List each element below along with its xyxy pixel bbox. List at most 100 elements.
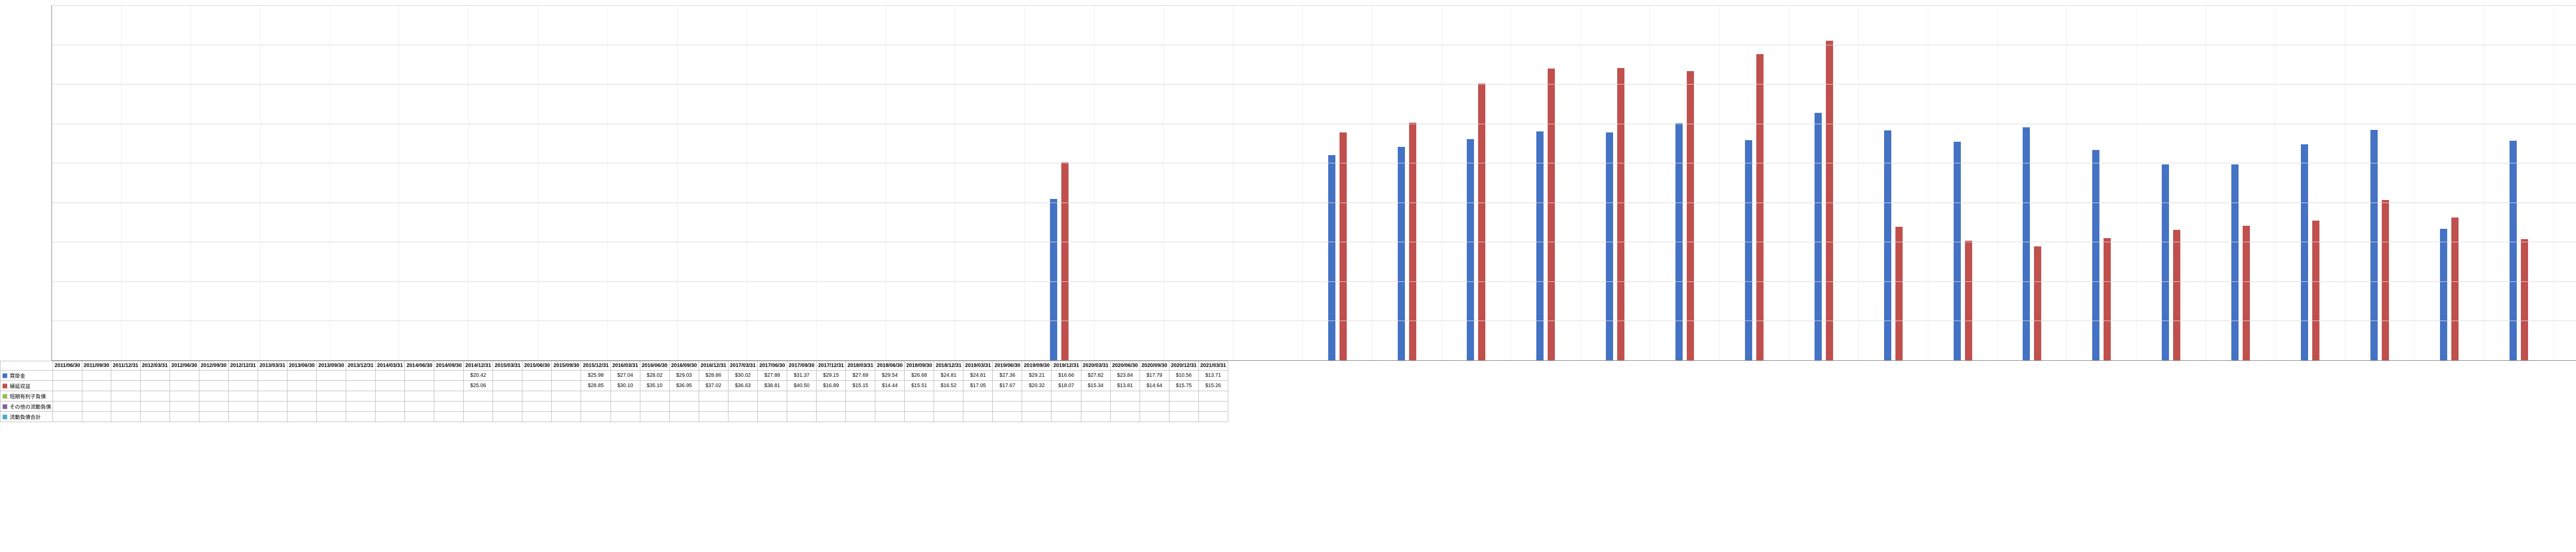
- table-cell: [1022, 391, 1052, 402]
- table-cell: $20.42: [464, 371, 493, 381]
- table-date-header: 2016/12/31: [699, 361, 728, 371]
- table-date-header: 2014/06/30: [405, 361, 434, 371]
- chart-bar: [2173, 230, 2180, 360]
- table-cell: [111, 391, 141, 402]
- gridline: [52, 5, 2576, 6]
- table-cell: [316, 412, 346, 422]
- chart-period-column: [538, 5, 608, 360]
- gridline: [52, 281, 2576, 282]
- table-cell: [728, 412, 757, 422]
- table-cell: [816, 402, 845, 412]
- chart-period-column: [122, 5, 191, 360]
- table-cell: [376, 371, 405, 381]
- table-date-header: 2013/12/31: [346, 361, 375, 371]
- table-cell: $28.86: [699, 371, 728, 381]
- table-cell: [464, 391, 493, 402]
- table-cell: [611, 412, 640, 422]
- table-cell: [846, 402, 875, 412]
- table-cell: [846, 391, 875, 402]
- table-cell: $16.66: [1052, 371, 1081, 381]
- table-date-header: 2021/03/31: [1198, 361, 1228, 371]
- table-cell: [493, 371, 522, 381]
- table-date-header: 2017/03/31: [728, 361, 757, 371]
- table-cell: [111, 371, 141, 381]
- table-date-header: 2016/09/30: [669, 361, 699, 371]
- table-cell: $40.50: [787, 381, 816, 391]
- table-cell: $31.37: [787, 371, 816, 381]
- table-cell: [140, 381, 170, 391]
- table-date-header: 2015/12/31: [581, 361, 611, 371]
- table-cell: [1081, 402, 1110, 412]
- table-date-header: 2020/03/31: [1081, 361, 1110, 371]
- table-cell: [140, 391, 170, 402]
- table-cell: [963, 391, 993, 402]
- table-cell: $10.56: [1169, 371, 1198, 381]
- table-cell: [1169, 402, 1198, 412]
- table-cell: [522, 412, 552, 422]
- table-cell: [170, 381, 199, 391]
- table-cell: [111, 402, 141, 412]
- chart-period-column: [608, 5, 677, 360]
- chart-period-column: [886, 5, 956, 360]
- chart-bar: [1478, 83, 1485, 360]
- table-cell: [287, 412, 316, 422]
- table-cell: $24.81: [963, 371, 993, 381]
- table-cell: $27.04: [611, 371, 640, 381]
- chart-period-column: [677, 5, 747, 360]
- table-cell: [611, 391, 640, 402]
- chart-bar: [2034, 246, 2041, 360]
- table-cell: [316, 381, 346, 391]
- table-series-label: 短期有利子負債: [1, 391, 53, 402]
- table-cell: $13.81: [1110, 381, 1140, 391]
- table-cell: [111, 412, 141, 422]
- table-date-header: 2014/12/31: [464, 361, 493, 371]
- table-date-header: 2013/09/30: [316, 361, 346, 371]
- table-cell: [287, 381, 316, 391]
- table-cell: [464, 402, 493, 412]
- table-cell: [434, 412, 464, 422]
- table-cell: [993, 391, 1022, 402]
- chart-bar: [2370, 130, 2378, 360]
- chart-bar: [1756, 54, 1764, 360]
- table-cell: [963, 412, 993, 422]
- chart-bar: [2382, 200, 2389, 360]
- table-row: 短期有利子負債: [1, 391, 1228, 402]
- chart-bar: [1826, 41, 1833, 360]
- table-cell: [1052, 391, 1081, 402]
- table-cell: [1110, 391, 1140, 402]
- table-cell: $38.81: [757, 381, 787, 391]
- table-date-header: 2017/12/31: [816, 361, 845, 371]
- table-date-header: 2015/06/30: [522, 361, 552, 371]
- table-cell: [905, 391, 934, 402]
- table-cell: [376, 381, 405, 391]
- table-cell: [1110, 412, 1140, 422]
- table-cell: $15.75: [1169, 381, 1198, 391]
- table-date-header: 2014/03/31: [376, 361, 405, 371]
- table-cell: [905, 412, 934, 422]
- chart-bar: [1745, 140, 1752, 360]
- chart-bar: [1467, 139, 1474, 360]
- chart-bar: [1340, 132, 1347, 360]
- chart-bar: [2231, 164, 2239, 360]
- gridline: [52, 84, 2576, 85]
- table-cell: [1110, 402, 1140, 412]
- table-cell: $14.44: [875, 381, 905, 391]
- chart-period-column: [2554, 5, 2576, 360]
- table-cell: $28.02: [640, 371, 669, 381]
- table-cell: [1140, 391, 1169, 402]
- table-cell: $25.98: [581, 371, 611, 381]
- table-cell: [228, 391, 258, 402]
- table-date-header: 2012/03/31: [140, 361, 170, 371]
- table-cell: [82, 402, 111, 412]
- table-date-header: 2014/09/30: [434, 361, 464, 371]
- data-table: 2011/06/302011/09/302011/12/312012/03/31…: [0, 361, 1228, 422]
- table-cell: $16.89: [816, 381, 845, 391]
- table-date-header: 2019/06/30: [993, 361, 1022, 371]
- table-cell: [1081, 412, 1110, 422]
- chart-period-column: [1581, 5, 1650, 360]
- legend-swatch: [3, 383, 7, 388]
- table-cell: $29.15: [816, 371, 845, 381]
- chart-period-column: [330, 5, 400, 360]
- table-cell: [434, 371, 464, 381]
- table-cell: [581, 412, 611, 422]
